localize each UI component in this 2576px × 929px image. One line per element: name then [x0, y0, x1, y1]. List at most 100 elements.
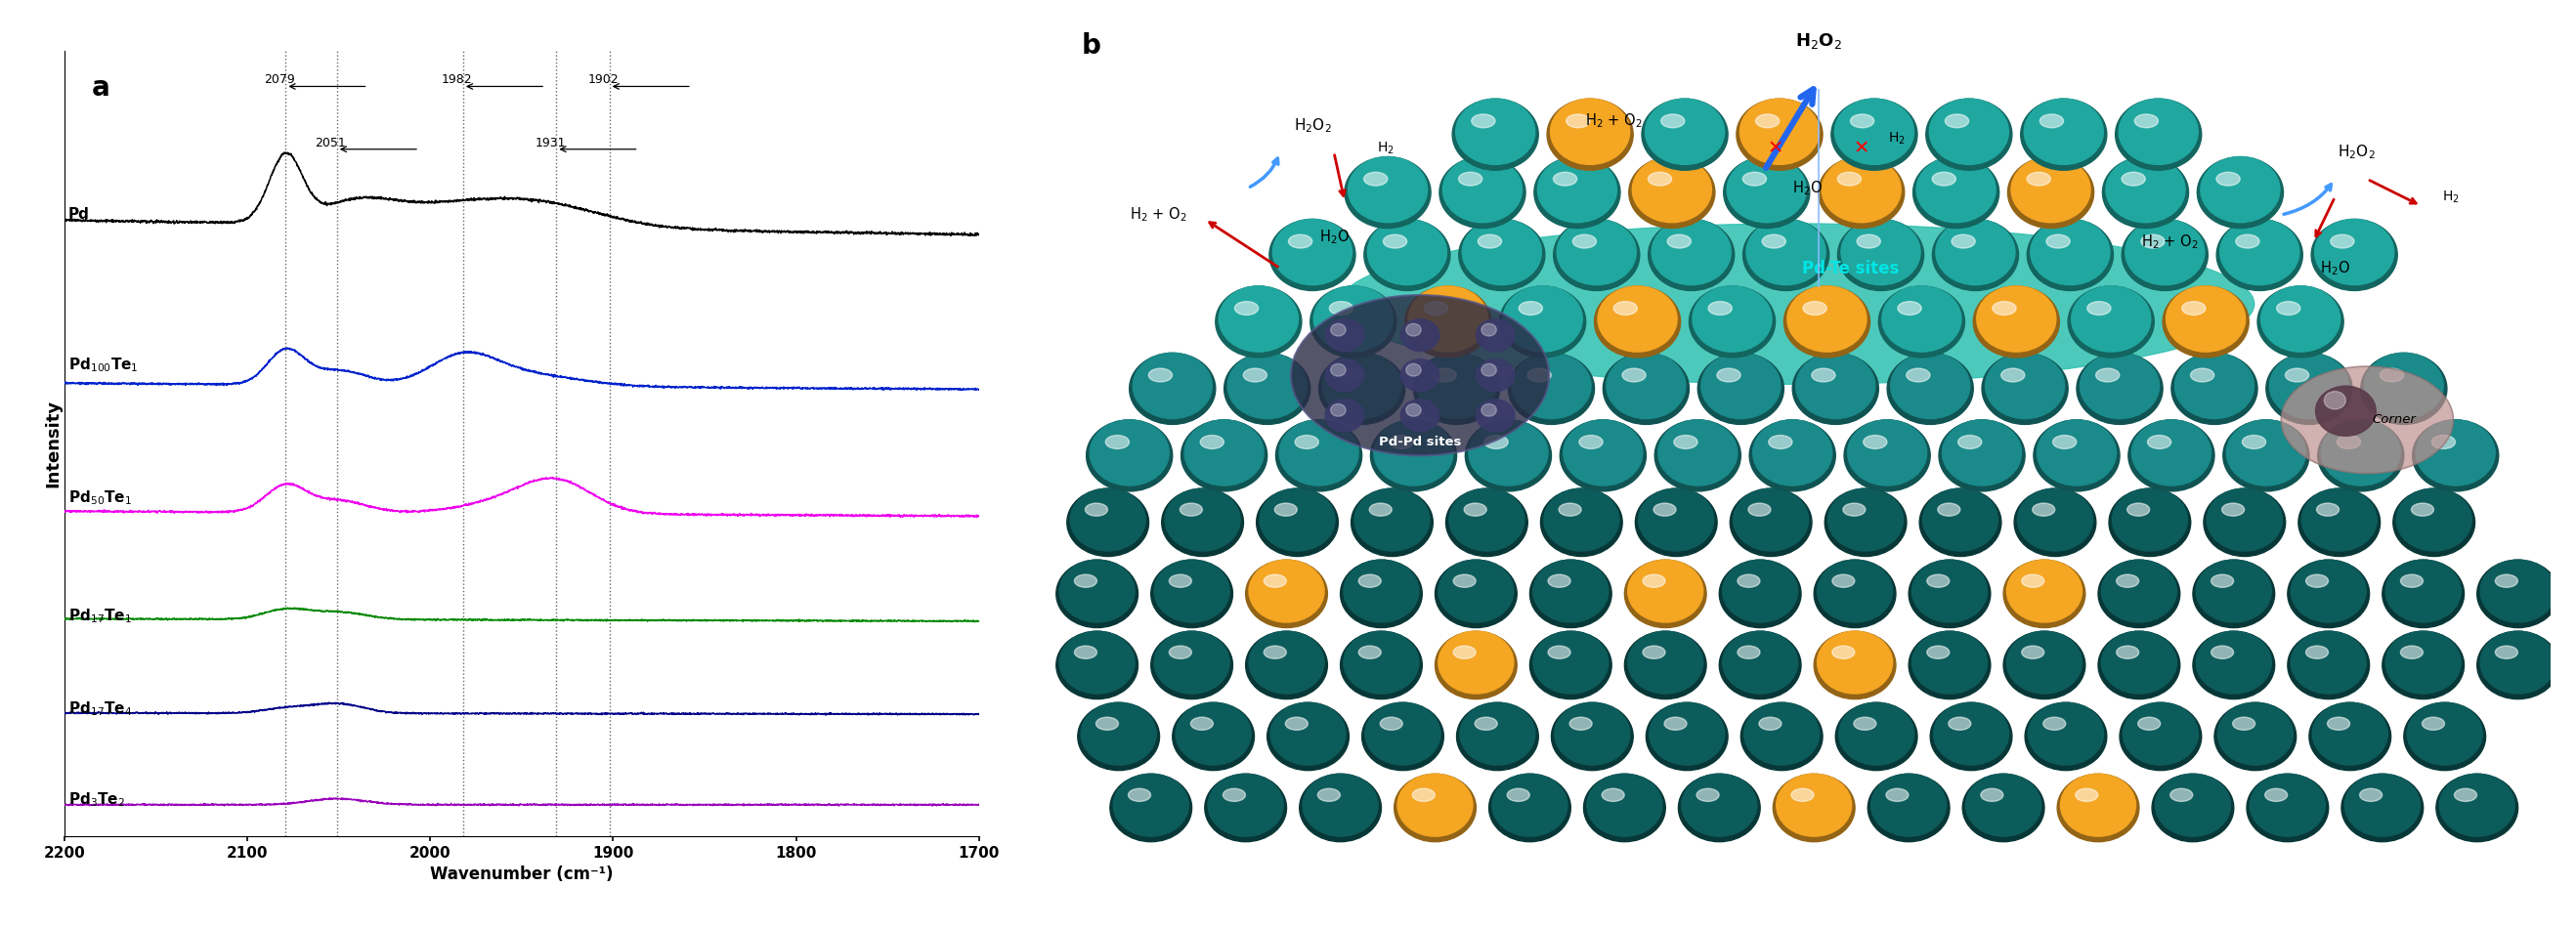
Circle shape	[1303, 774, 1378, 836]
Circle shape	[2012, 157, 2089, 222]
Circle shape	[1370, 420, 1455, 491]
Circle shape	[2102, 632, 2177, 694]
Circle shape	[1868, 774, 1950, 842]
Circle shape	[1814, 632, 1896, 699]
X-axis label: Wavenumber (cm⁻¹): Wavenumber (cm⁻¹)	[430, 866, 613, 883]
Circle shape	[2025, 702, 2107, 770]
Circle shape	[1273, 219, 1352, 285]
Circle shape	[1747, 219, 1826, 285]
Ellipse shape	[2136, 114, 2159, 128]
Ellipse shape	[1579, 436, 1602, 449]
Circle shape	[1883, 286, 1960, 352]
Circle shape	[1844, 420, 1929, 491]
Circle shape	[1492, 774, 1566, 836]
Ellipse shape	[1074, 574, 1097, 587]
Circle shape	[1414, 353, 1499, 425]
Ellipse shape	[1170, 646, 1193, 659]
Text: H$_2$O$_2$: H$_2$O$_2$	[2336, 143, 2375, 162]
Ellipse shape	[1553, 172, 1577, 186]
Circle shape	[1481, 323, 1497, 336]
Circle shape	[2107, 157, 2184, 222]
Ellipse shape	[1265, 574, 1285, 587]
Circle shape	[1649, 219, 1734, 291]
Circle shape	[1481, 404, 1497, 416]
Ellipse shape	[1832, 574, 1855, 587]
Ellipse shape	[2336, 436, 2360, 449]
Ellipse shape	[2097, 369, 2120, 382]
Ellipse shape	[2401, 646, 2424, 659]
Circle shape	[1602, 353, 1690, 425]
Circle shape	[1319, 353, 1404, 425]
Circle shape	[1311, 286, 1396, 358]
Ellipse shape	[1899, 302, 1922, 315]
Circle shape	[1646, 98, 1723, 164]
Circle shape	[2481, 632, 2555, 694]
Circle shape	[1847, 420, 1927, 486]
Circle shape	[2004, 560, 2084, 628]
Circle shape	[1832, 98, 1917, 170]
Circle shape	[1649, 702, 1723, 765]
Ellipse shape	[1285, 717, 1309, 730]
Ellipse shape	[2223, 504, 2244, 516]
Circle shape	[1185, 420, 1265, 486]
Circle shape	[2262, 286, 2339, 352]
Ellipse shape	[1662, 114, 1685, 128]
Circle shape	[1247, 560, 1327, 628]
Circle shape	[1396, 774, 1473, 836]
Circle shape	[1504, 286, 1582, 352]
Circle shape	[2223, 420, 2308, 491]
Circle shape	[1481, 364, 1497, 376]
Circle shape	[1224, 353, 1311, 425]
Circle shape	[1113, 774, 1188, 836]
Circle shape	[1406, 404, 1422, 416]
Ellipse shape	[1906, 369, 1929, 382]
Ellipse shape	[2141, 235, 2164, 248]
Circle shape	[2365, 353, 2445, 419]
Circle shape	[1275, 420, 1363, 491]
Circle shape	[1180, 420, 1267, 491]
Circle shape	[1607, 353, 1685, 419]
Circle shape	[2396, 489, 2470, 551]
Ellipse shape	[1649, 172, 1672, 186]
Circle shape	[1373, 420, 1453, 486]
Circle shape	[2439, 774, 2514, 836]
Ellipse shape	[2040, 114, 2063, 128]
Circle shape	[2017, 489, 2092, 551]
Circle shape	[2164, 286, 2249, 358]
Text: H$_2$ + O$_2$: H$_2$ + O$_2$	[2141, 232, 2197, 251]
Circle shape	[2290, 560, 2367, 622]
Circle shape	[1744, 702, 1819, 765]
Circle shape	[1692, 286, 1772, 352]
Ellipse shape	[1716, 369, 1741, 382]
Circle shape	[1345, 157, 1430, 229]
Circle shape	[1842, 219, 1919, 285]
Ellipse shape	[1569, 717, 1592, 730]
Ellipse shape	[1744, 172, 1767, 186]
Circle shape	[1749, 420, 1837, 491]
Circle shape	[1461, 702, 1535, 765]
Circle shape	[1401, 320, 1440, 351]
Circle shape	[2249, 774, 2326, 836]
Circle shape	[1927, 98, 2012, 170]
Circle shape	[1788, 286, 1868, 352]
Circle shape	[2257, 286, 2344, 358]
Ellipse shape	[2022, 574, 2045, 587]
Ellipse shape	[1388, 436, 1414, 449]
Circle shape	[1914, 157, 1999, 229]
Circle shape	[1090, 420, 1170, 486]
Ellipse shape	[1643, 574, 1664, 587]
Ellipse shape	[1275, 504, 1298, 516]
Circle shape	[1450, 489, 1525, 551]
Circle shape	[2290, 632, 2367, 694]
Text: Pd$_{100}$Te$_1$: Pd$_{100}$Te$_1$	[67, 356, 139, 374]
Text: b: b	[1082, 32, 1100, 59]
Ellipse shape	[1476, 717, 1497, 730]
Circle shape	[2478, 632, 2558, 699]
Circle shape	[1249, 632, 1324, 694]
Text: 1982: 1982	[440, 73, 471, 86]
Ellipse shape	[1074, 646, 1097, 659]
Circle shape	[2215, 702, 2295, 770]
Circle shape	[2342, 774, 2424, 842]
Circle shape	[1489, 774, 1571, 842]
Text: Pd-Pd sites: Pd-Pd sites	[1378, 436, 1461, 449]
